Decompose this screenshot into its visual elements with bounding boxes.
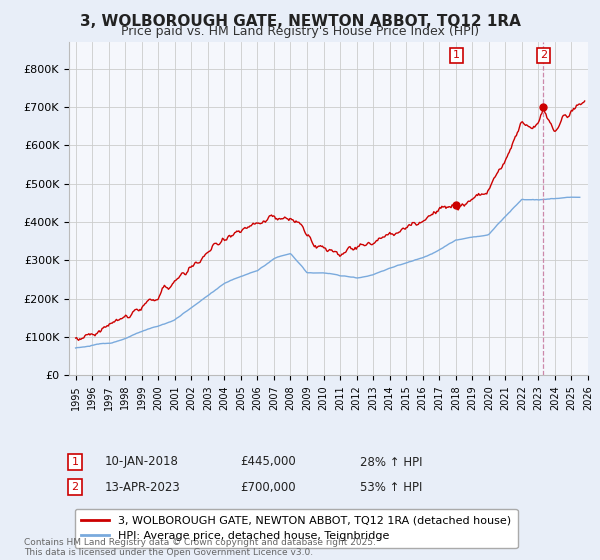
Text: 1: 1 [71,457,79,467]
Text: 2: 2 [539,50,547,60]
Text: £445,000: £445,000 [240,455,296,469]
Text: 3, WOLBOROUGH GATE, NEWTON ABBOT, TQ12 1RA: 3, WOLBOROUGH GATE, NEWTON ABBOT, TQ12 1… [80,14,520,29]
Text: 13-APR-2023: 13-APR-2023 [105,480,181,494]
Text: 2: 2 [71,482,79,492]
Legend: 3, WOLBOROUGH GATE, NEWTON ABBOT, TQ12 1RA (detached house), HPI: Average price,: 3, WOLBOROUGH GATE, NEWTON ABBOT, TQ12 1… [74,509,518,548]
Text: 10-JAN-2018: 10-JAN-2018 [105,455,179,469]
Text: Contains HM Land Registry data © Crown copyright and database right 2025.
This d: Contains HM Land Registry data © Crown c… [24,538,376,557]
Text: £700,000: £700,000 [240,480,296,494]
Text: Price paid vs. HM Land Registry's House Price Index (HPI): Price paid vs. HM Land Registry's House … [121,25,479,38]
Text: 1: 1 [453,50,460,60]
Text: 53% ↑ HPI: 53% ↑ HPI [360,480,422,494]
Text: 28% ↑ HPI: 28% ↑ HPI [360,455,422,469]
